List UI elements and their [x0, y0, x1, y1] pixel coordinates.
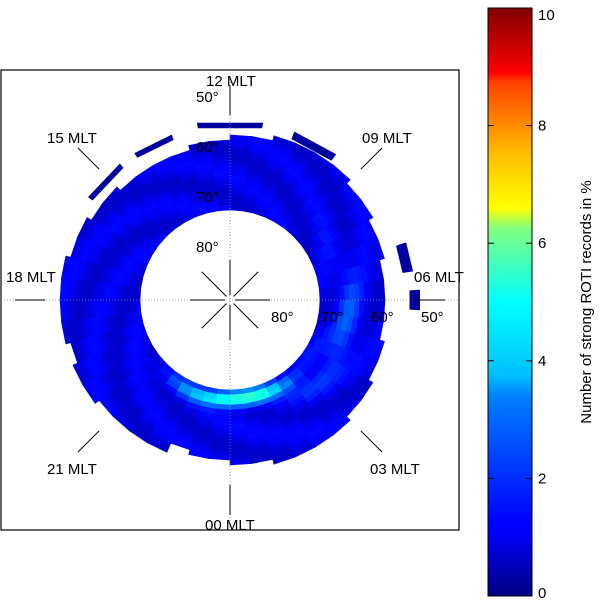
mlt-label-09: 09 MLT	[362, 130, 412, 147]
heatmap-fragment	[291, 131, 337, 161]
lat-label-h-50: 50°	[421, 309, 444, 326]
lat-label-h-60: 60°	[371, 309, 394, 326]
pole-tick-line	[201, 303, 227, 329]
pole-tick-line	[233, 303, 259, 329]
pole-tick-line	[233, 271, 259, 297]
colorbar-label: Number of strong ROTI records in %	[578, 180, 595, 423]
heatmap-fragment	[87, 163, 124, 201]
colorbar-tick-label: 2	[538, 470, 546, 487]
mlt-tick-line	[77, 430, 100, 453]
lat-label-v-60: 60°	[196, 139, 219, 156]
heatmap-cell	[147, 438, 170, 453]
mlt-ticks	[15, 85, 445, 515]
mlt-label-group: 12 MLT 09 MLT 06 MLT 03 MLT 00 MLT 21 ML…	[6, 73, 464, 534]
pole-tick-line	[201, 271, 227, 297]
colorbar-tick-label: 6	[538, 235, 546, 252]
mlt-label-12: 12 MLT	[206, 73, 256, 90]
heatmap-cell	[208, 453, 231, 461]
colorbar-tick-label: 10	[538, 7, 555, 24]
lat-label-v-70: 70°	[196, 189, 219, 206]
mlt-label-00: 00 MLT	[205, 517, 255, 534]
colorbar: 0 2 4 6 8 10 Number of strong ROTI records in…	[487, 7, 595, 602]
lat-label-h-80: 80°	[271, 309, 294, 326]
mlt-label-06: 06 MLT	[414, 269, 464, 286]
heatmap-fragment	[134, 134, 174, 158]
heatmap-cell	[378, 279, 386, 301]
lat-label-v-50: 50°	[196, 89, 219, 106]
mlt-tick-line	[360, 430, 383, 453]
colorbar-tick-label: 4	[538, 353, 546, 370]
colorbar-gradient	[487, 7, 533, 597]
mlt-label-21: 21 MLT	[47, 461, 97, 478]
heatmap-cell	[229, 134, 252, 142]
heatmap-cells	[59, 122, 421, 466]
mlt-label-15: 15 MLT	[47, 130, 97, 147]
heatmap-fragment	[409, 289, 421, 311]
heatmap-fragment	[396, 242, 414, 273]
heatmap-fragment	[196, 122, 264, 129]
lat-label-h-70: 70°	[321, 309, 344, 326]
colorbar-tick-label: 8	[538, 118, 546, 135]
crosshair	[1, 70, 459, 530]
colorbar-ticks: 0 2 4 6 8 10	[488, 7, 555, 602]
mlt-label-03: 03 MLT	[370, 461, 420, 478]
mlt-label-18: 18 MLT	[6, 269, 56, 286]
heatmap-cell	[229, 458, 252, 466]
mlt-tick-line	[360, 147, 383, 170]
mlt-tick-line	[77, 147, 100, 170]
lat-label-group: 50° 60° 70° 80° 80° 70° 60° 50°	[196, 89, 444, 326]
colorbar-tick-label: 0	[538, 585, 546, 602]
lat-label-v-80: 80°	[196, 239, 219, 256]
